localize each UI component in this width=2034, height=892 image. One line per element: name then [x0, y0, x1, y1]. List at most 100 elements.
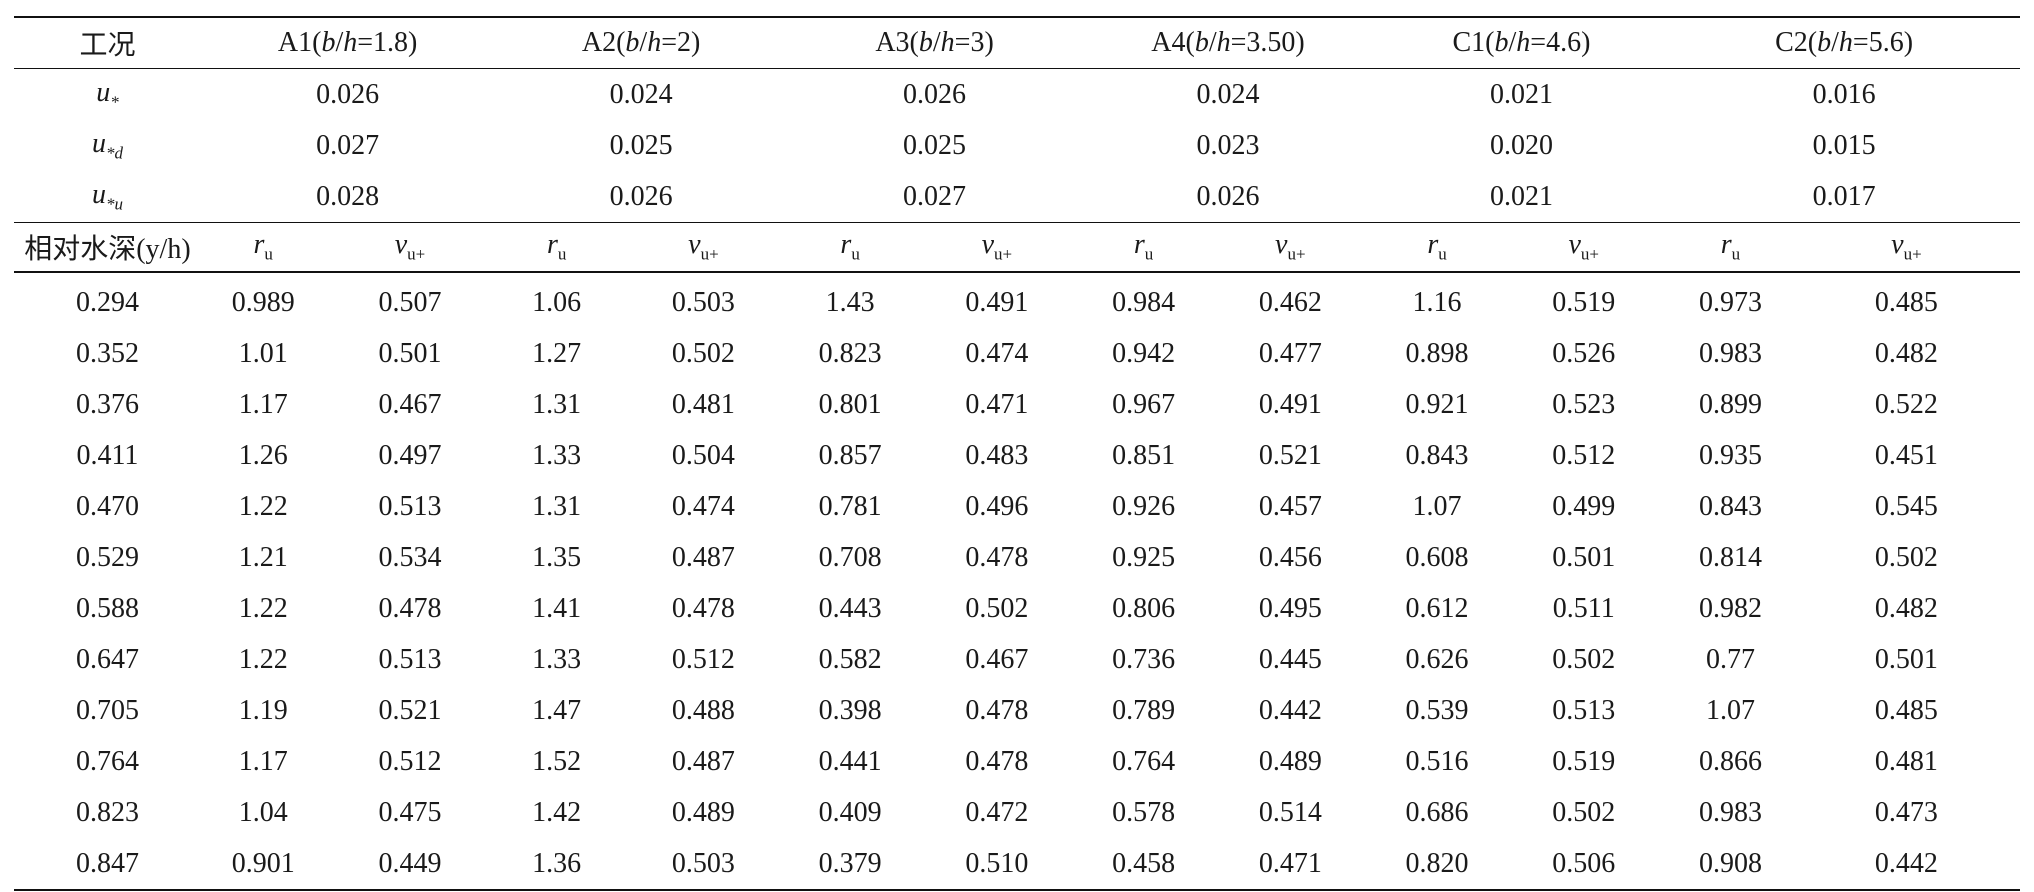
v-value-cell: 0.474 — [965, 337, 1029, 369]
u-star-u-value: 0.017 — [1812, 180, 1876, 212]
r-value-cell: 0.458 — [1081, 838, 1206, 891]
depth-cell: 0.764 — [75, 745, 139, 777]
u-star-u-row: u*u 0.028 0.026 0.027 0.026 0.021 0.017 — [14, 171, 2020, 223]
ratio-value: =3) — [954, 27, 994, 58]
v-value-cell: 0.523 — [1552, 388, 1616, 420]
v-subscript: u+ — [1580, 244, 1600, 264]
case-name: C2( — [1775, 27, 1818, 58]
table-body: 工况 A1(b/h=1.8) A2(b/h=2) A3(b/h=3) A4(b/… — [14, 16, 2020, 891]
r-subscript: u — [557, 244, 567, 264]
r-subscript: u — [1438, 244, 1447, 264]
sub-header-v: vu+ — [1205, 222, 1375, 273]
v-value-cell: 0.491 — [1258, 388, 1322, 420]
v-value-cell: 0.503 — [618, 838, 788, 891]
r-value-cell: 1.01 — [238, 337, 288, 369]
u-star-u-subscript: *u — [105, 194, 123, 214]
table-row: 0.847 0.901 0.449 1.36 0.503 0.379 0.510 0.458 0… — [14, 838, 2020, 891]
v-value-cell: 0.491 — [965, 286, 1029, 318]
r-value-cell: 1.33 — [532, 439, 582, 471]
u-star-value: 0.026 — [200, 68, 495, 120]
v-value-cell: 0.513 — [1552, 694, 1616, 726]
v-value-cell: 0.456 — [1258, 541, 1322, 573]
r-value-cell: 0.942 — [1112, 337, 1176, 369]
r-value-cell: 1.47 — [532, 694, 582, 726]
r-value-cell: 0.578 — [1112, 796, 1176, 828]
v-value-cell: 0.489 — [671, 796, 735, 828]
u-star-d-row: u*d 0.027 0.025 0.025 0.023 0.020 0.015 — [14, 120, 2020, 171]
v-value-cell: 0.514 — [1258, 796, 1322, 828]
v-value-cell: 0.499 — [1552, 490, 1616, 522]
r-symbol: r — [1427, 229, 1439, 261]
v-value-cell: 0.471 — [965, 388, 1029, 420]
r-symbol: r — [253, 229, 265, 261]
r-value-cell: 1.07 — [1412, 490, 1462, 522]
data-table-container: 工况 A1(b/h=1.8) A2(b/h=2) A3(b/h=3) A4(b/… — [14, 16, 2020, 891]
v-value-cell: 0.502 — [671, 337, 735, 369]
r-value-cell: 0.901 — [200, 838, 326, 891]
sub-header-v: vu+ — [1792, 222, 2020, 273]
r-value-cell: 1.33 — [532, 643, 582, 675]
r-value-cell: 0.608 — [1405, 541, 1469, 573]
r-value-cell: 1.07 — [1705, 694, 1755, 726]
v-value-cell: 0.526 — [1552, 337, 1616, 369]
r-symbol: r — [840, 229, 852, 261]
r-value-cell: 0.409 — [818, 796, 882, 828]
table-row: 0.352 1.01 0.501 1.27 0.502 0.823 0.474 0.942 0.… — [14, 328, 2020, 379]
r-value-cell: 0.820 — [1374, 838, 1500, 891]
r-value-cell: 1.52 — [532, 745, 582, 777]
r-value-cell: 0.379 — [787, 838, 913, 891]
ratio-slash: / — [335, 27, 344, 58]
v-value-cell: 0.504 — [671, 439, 735, 471]
width-symbol: b — [321, 27, 336, 58]
header-cell-c1: C1(b/h=4.6) — [1374, 16, 1669, 69]
ratio-slash: / — [1831, 27, 1839, 58]
ratio-slash: / — [639, 27, 648, 58]
ratio-slash: / — [1508, 27, 1517, 58]
v-symbol: v — [1275, 229, 1288, 261]
r-subscript: u — [1731, 244, 1741, 264]
table-row: 0.588 1.22 0.478 1.41 0.478 0.443 0.502 0.806 0.… — [14, 583, 2020, 634]
r-value-cell: 0.866 — [1698, 745, 1762, 777]
u-star-d-symbol: u — [91, 127, 106, 159]
width-symbol: b — [918, 27, 933, 58]
r-value-cell: 0.857 — [818, 439, 882, 471]
r-value-cell: 0.851 — [1112, 439, 1176, 471]
r-value-cell: 1.41 — [532, 592, 582, 624]
v-value-cell: 0.449 — [325, 838, 495, 891]
sub-header-r: ru — [1374, 222, 1500, 273]
v-value-cell: 0.510 — [912, 838, 1082, 891]
r-value-cell: 1.35 — [532, 541, 582, 573]
r-value-cell: 0.843 — [1405, 439, 1469, 471]
ratio-slash: / — [1208, 27, 1217, 58]
r-symbol: r — [546, 229, 558, 261]
v-value-cell: 0.512 — [378, 745, 442, 777]
v-value-cell: 0.521 — [1258, 439, 1322, 471]
u-star-d-label: u*d — [14, 120, 201, 171]
sub-header-row: 相对水深(y/h) ru vu+ ru vu+ ru vu+ ru vu+ ru vu+ ru vu+ — [14, 222, 2020, 273]
table-row: 0.764 1.17 0.512 1.52 0.487 0.441 0.478 0.764 0.… — [14, 736, 2020, 787]
v-value-cell: 0.519 — [1552, 745, 1616, 777]
v-value-cell: 0.502 — [1874, 541, 1938, 573]
case-name: A2( — [581, 27, 626, 58]
v-value-cell: 0.483 — [965, 439, 1029, 471]
header-cell-a3: A3(b/h=3) — [787, 16, 1082, 69]
r-value-cell: 1.06 — [532, 286, 582, 318]
r-symbol: r — [1720, 229, 1732, 261]
sub-header-v: vu+ — [325, 222, 495, 273]
r-value-cell: 0.982 — [1698, 592, 1762, 624]
case-name: C1( — [1452, 27, 1495, 58]
v-value-cell: 0.497 — [378, 439, 442, 471]
r-value-cell: 1.17 — [238, 745, 288, 777]
v-value-cell: 0.485 — [1874, 694, 1938, 726]
u-star-value: 0.016 — [1668, 68, 2020, 120]
v-value-cell: 0.478 — [965, 541, 1029, 573]
height-symbol: h — [1516, 27, 1531, 58]
header-cell-condition: 工况 — [14, 16, 201, 69]
r-value-cell: 0.899 — [1698, 388, 1762, 420]
case-name: A4( — [1151, 27, 1195, 58]
width-symbol: b — [1817, 27, 1832, 58]
u-star-d-value: 0.025 — [609, 129, 673, 161]
v-value-cell: 0.474 — [671, 490, 735, 522]
v-value-cell: 0.482 — [1874, 592, 1938, 624]
u-star-value: 0.021 — [1374, 68, 1669, 120]
